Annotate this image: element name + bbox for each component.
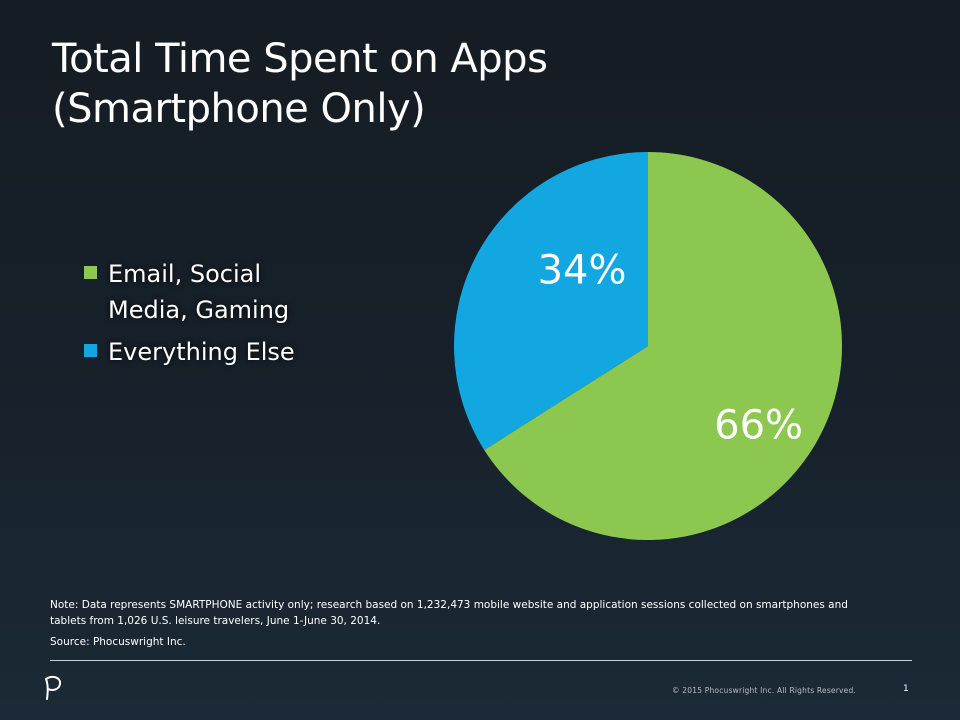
source-text: Source: Phocuswright Inc.: [50, 636, 186, 648]
pie-slice-email-social-gaming: [484, 152, 842, 540]
note-text: Note: Data represents SMARTPHONE activit…: [50, 599, 848, 627]
pie-chart: 66% 34%: [454, 152, 842, 540]
phocuswright-p-logo-icon: [45, 675, 62, 700]
footnote: Note: Data represents SMARTPHONE activit…: [50, 597, 860, 650]
page-number: 1: [903, 684, 909, 694]
legend-item-everything-else: Everything Else: [82, 334, 382, 370]
legend-swatch-green: [84, 266, 97, 279]
slide-title: Total Time Spent on Apps (Smartphone Onl…: [52, 34, 652, 134]
copyright-text: © 2015 Phocuswright Inc. All Rights Rese…: [672, 686, 857, 695]
legend-label: Email, Social Media, Gaming: [108, 260, 290, 324]
legend-swatch-blue: [84, 344, 97, 357]
footer-divider: [50, 660, 912, 661]
title-line-1: Total Time Spent on Apps: [52, 36, 548, 82]
pie-data-label: 34%: [538, 247, 627, 293]
pie-slice-everything-else: [454, 152, 648, 450]
title-line-2: (Smartphone Only): [52, 86, 426, 132]
chart-legend: Email, Social Media, Gaming Everything E…: [82, 256, 382, 376]
legend-label: Everything Else: [108, 338, 295, 366]
pie-data-label: 66%: [714, 402, 803, 448]
legend-item-email-social-gaming: Email, Social Media, Gaming: [82, 256, 382, 328]
